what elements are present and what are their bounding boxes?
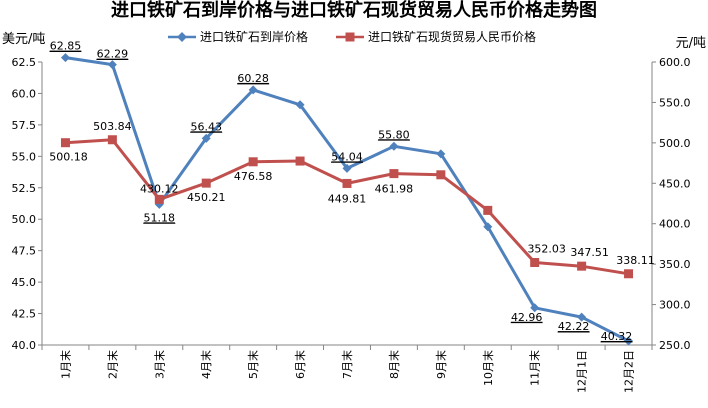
left-tick-label: 52.5 <box>12 182 37 195</box>
data-point-series-2 <box>436 170 446 180</box>
data-point-series-2 <box>60 138 70 148</box>
data-point-series-2 <box>154 194 164 204</box>
data-label-series-2: 500.18 <box>49 151 88 164</box>
right-tick-label: 450.0 <box>659 177 691 190</box>
legend-label-series-1: 进口铁矿石到岸价格 <box>200 29 308 44</box>
data-label-series-1: 51.18 <box>144 211 176 224</box>
data-point-series-1 <box>60 53 70 63</box>
right-tick-label: 500.0 <box>659 137 691 150</box>
data-point-series-1 <box>295 100 305 110</box>
x-category-label: 5月末 <box>246 350 260 379</box>
data-point-series-1 <box>107 60 117 70</box>
x-category-label: 3月末 <box>152 350 166 379</box>
data-point-series-2 <box>342 178 352 188</box>
data-point-series-1 <box>201 133 211 143</box>
left-tick-label: 62.5 <box>12 56 37 69</box>
right-axis-unit: 元/吨 <box>676 36 706 51</box>
left-tick-label: 40.0 <box>12 339 37 352</box>
data-label-series-2: 503.84 <box>93 120 132 133</box>
data-point-series-1 <box>389 141 399 151</box>
right-tick-label: 300.0 <box>659 299 691 312</box>
data-point-series-2 <box>295 156 305 166</box>
right-tick-label: 350.0 <box>659 258 691 271</box>
right-tick-label: 250.0 <box>659 339 691 352</box>
data-point-series-2 <box>389 169 399 179</box>
x-category-label: 8月末 <box>387 350 401 379</box>
data-label-series-2: 450.21 <box>187 191 226 204</box>
right-tick-label: 600.0 <box>659 56 691 69</box>
x-category-label: 7月末 <box>340 350 354 379</box>
legend-marker-series-1 <box>177 32 187 42</box>
data-label-series-1: 62.85 <box>50 40 82 53</box>
left-tick-label: 55.0 <box>12 150 37 163</box>
data-point-series-2 <box>107 135 117 145</box>
chart-title: 进口铁矿石到岸价格与进口铁矿石现货贸易人民币价格走势图 <box>111 0 597 21</box>
x-category-label: 9月末 <box>434 350 448 379</box>
data-label-series-1: 62.29 <box>97 48 129 61</box>
data-point-series-1 <box>530 303 540 313</box>
data-point-series-1 <box>577 312 587 322</box>
data-point-series-1 <box>483 222 493 232</box>
legend-marker-series-2 <box>345 32 355 42</box>
data-label-series-2: 338.11 <box>616 254 655 267</box>
right-tick-label: 400.0 <box>659 218 691 231</box>
left-tick-label: 57.5 <box>12 119 37 132</box>
data-label-series-2: 347.51 <box>570 246 609 259</box>
data-label-series-1: 42.22 <box>558 320 590 333</box>
left-tick-label: 45.0 <box>12 276 37 289</box>
left-tick-label: 47.5 <box>12 245 37 258</box>
left-axis-unit: 美元/吨 <box>2 32 45 47</box>
data-label-series-1: 60.28 <box>237 72 269 85</box>
data-point-series-1 <box>624 336 634 346</box>
data-point-series-2 <box>248 157 258 167</box>
data-label-series-2: 430.12 <box>140 182 179 195</box>
left-tick-label: 50.0 <box>12 213 37 226</box>
x-category-label: 12月1日 <box>576 350 589 393</box>
data-label-series-1: 54.04 <box>331 150 363 163</box>
x-category-label: 10月末 <box>481 350 495 386</box>
data-point-series-2 <box>483 205 493 215</box>
data-label-series-1: 56.43 <box>190 120 222 133</box>
data-point-series-2 <box>530 258 540 268</box>
data-label-series-2: 476.58 <box>234 170 273 183</box>
x-category-label: 4月末 <box>199 350 213 379</box>
data-point-series-1 <box>248 85 258 95</box>
legend-label-series-2: 进口铁矿石现货贸易人民币价格 <box>368 29 536 44</box>
x-category-label: 6月末 <box>293 350 307 379</box>
left-tick-label: 42.5 <box>12 308 37 321</box>
right-tick-label: 550.0 <box>659 96 691 109</box>
data-point-series-2 <box>201 178 211 188</box>
data-point-series-2 <box>577 261 587 271</box>
data-label-series-2: 352.03 <box>527 243 566 256</box>
x-category-label: 11月末 <box>528 350 542 386</box>
data-point-series-1 <box>436 149 446 159</box>
data-point-series-1 <box>342 163 352 173</box>
data-label-series-1: 55.80 <box>378 128 410 141</box>
data-label-series-2: 461.98 <box>375 183 414 196</box>
left-tick-label: 60.0 <box>12 87 37 100</box>
x-category-label: 2月末 <box>105 350 119 379</box>
data-point-series-2 <box>624 269 634 279</box>
x-category-label: 1月末 <box>58 350 72 379</box>
data-label-series-1: 42.96 <box>511 311 543 324</box>
data-label-series-1: 40.32 <box>601 330 633 343</box>
data-label-series-2: 449.81 <box>328 192 367 205</box>
x-category-label: 12月2日 <box>623 350 636 393</box>
